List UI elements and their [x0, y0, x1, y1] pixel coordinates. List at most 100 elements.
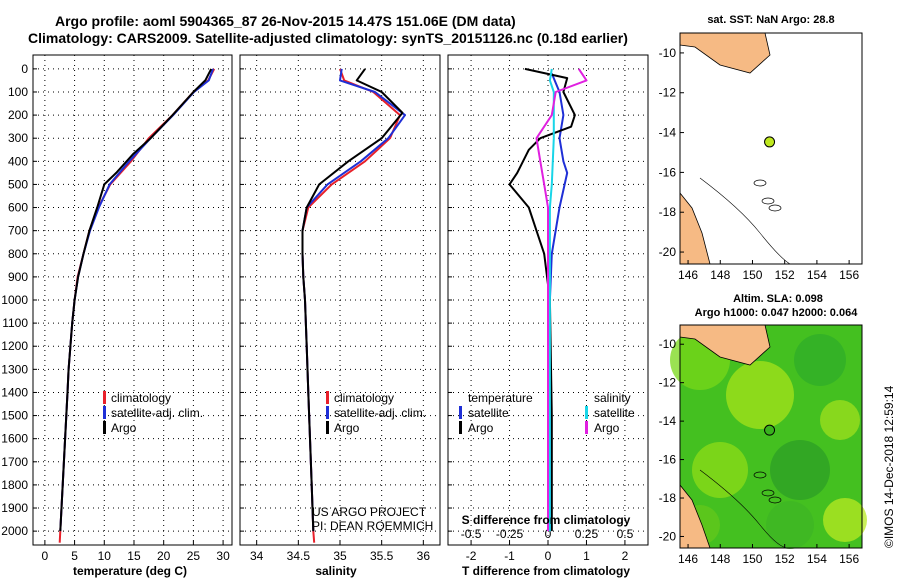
- bathymetry-contour: [699, 177, 791, 265]
- x-tick-label: 35: [333, 549, 347, 563]
- x-tick-label: 0: [545, 549, 552, 563]
- lat-tick-label: -18: [659, 205, 677, 219]
- legend-swatch-t-argo: [459, 421, 462, 434]
- depth-tick-label: 1000: [1, 293, 28, 307]
- lon-tick-label: 156: [839, 552, 859, 566]
- depth-tick-label: 100: [8, 85, 28, 99]
- legend-satellite: satellite-adj. clim.: [334, 406, 426, 420]
- title-line-1: Argo profile: aoml 5904365_87 26-Nov-201…: [55, 13, 516, 29]
- sst-map-title: sat. SST: NaN Argo: 28.8: [707, 14, 834, 26]
- float-position-marker: [764, 424, 776, 436]
- s-tick-label: 0.25: [575, 527, 599, 541]
- x-tick-label: 2: [622, 549, 629, 563]
- temperature-legend: climatology satellite-adj. clim. Argo: [103, 391, 203, 435]
- map-frame: [679, 324, 863, 549]
- depth-tick-label: 1900: [1, 501, 28, 515]
- lat-tick-label: -18: [659, 491, 677, 505]
- lon-tick-label: 150: [742, 268, 762, 282]
- salinity-legend: climatology satellite-adj. clim. Argo: [326, 391, 426, 435]
- legend-swatch-argo: [103, 421, 106, 434]
- legend-argo: Argo: [334, 421, 360, 435]
- legend-swatch-climatology: [103, 391, 106, 404]
- depth-tick-label: 1700: [1, 455, 28, 469]
- lon-tick-label: 150: [742, 552, 762, 566]
- depth-tick-label: 300: [8, 131, 28, 145]
- depth-tick-label: 1500: [1, 409, 28, 423]
- new-guinea-land: [679, 32, 771, 74]
- legend-swatch-s-satellite: [585, 406, 588, 419]
- imos-watermark: ©IMOS 14-Dec-2018 12:59:14: [882, 385, 896, 548]
- pi-annotation: PI: DEAN ROEMMICH: [312, 519, 433, 533]
- sla-map-title-2: Argo h1000: 0.047 h2000: 0.064: [695, 307, 859, 319]
- lat-tick-label: -16: [659, 453, 677, 467]
- difference-legend: temperature satellite Argo salinity sate…: [459, 391, 635, 435]
- sla-anomaly-blob: [726, 361, 794, 429]
- x-tick-label: 25: [187, 549, 201, 563]
- s-difference-axis-label: S difference from climatology: [462, 513, 631, 527]
- lat-tick-label: -10: [659, 46, 677, 60]
- lon-tick-label: 152: [775, 552, 795, 566]
- lon-tick-label: 152: [775, 268, 795, 282]
- lat-tick-label: -16: [659, 165, 677, 179]
- salinity-panel: 34 34.5 35 35.5 36: [239, 54, 441, 563]
- sla-map: 146 148 150 152 154 156 -10 -12 -14 -16 -18 -20: [659, 324, 867, 566]
- temperature-axis-label: temperature (deg C): [73, 564, 187, 578]
- lat-tick-label: -10: [659, 337, 677, 351]
- depth-tick-label: 600: [8, 201, 28, 215]
- sla-anomaly-blob: [692, 442, 748, 498]
- x-tick-label: 35.5: [370, 549, 394, 563]
- sla-map-title-1: Altim. SLA: 0.098: [733, 293, 823, 305]
- sla-anomaly-blob: [794, 334, 846, 386]
- lon-tick-label: 154: [807, 268, 827, 282]
- depth-axis: 0 100 200 300 400 500 600 700 800 900 1000 1100 1200…: [1, 62, 28, 538]
- series-argo: [59, 68, 213, 532]
- sla-anomaly-blob: [823, 498, 867, 542]
- x-tick-label: -2: [466, 549, 477, 563]
- t-difference-axis-label: T difference from climatology: [462, 564, 630, 578]
- legend-swatch-argo: [326, 421, 329, 434]
- depth-tick-label: 1800: [1, 478, 28, 492]
- legend-s-argo: Argo: [594, 421, 620, 435]
- lon-tick-label: 154: [807, 552, 827, 566]
- reef-outline: [768, 204, 782, 212]
- temperature-panel: 0 5 10 15 20 25 30: [32, 54, 233, 563]
- lon-tick-label: 146: [678, 552, 698, 566]
- depth-tick-label: 1400: [1, 385, 28, 399]
- depth-tick-label: 1600: [1, 432, 28, 446]
- reef-outline: [761, 489, 775, 497]
- difference-panel: -2 -1 0 1 2 -0.5 -0.25 0 0.25 0.5: [447, 54, 649, 563]
- legend-swatch-t-satellite: [459, 406, 462, 419]
- depth-tick-label: 400: [8, 154, 28, 168]
- legend-swatch-climatology: [326, 391, 329, 404]
- depth-tick-label: 1300: [1, 362, 28, 376]
- s-tick-label: -0.5: [461, 527, 482, 541]
- x-tick-label: 20: [157, 549, 171, 563]
- lon-tick-label: 146: [678, 268, 698, 282]
- s-tick-label: -0.25: [496, 527, 524, 541]
- legend-satellite: satellite-adj. clim.: [111, 406, 203, 420]
- title-line-2: Climatology: CARS2009. Satellite-adjuste…: [28, 30, 628, 46]
- x-tick-label: 36: [417, 549, 431, 563]
- x-tick-label: 34.5: [287, 549, 311, 563]
- legend-s-satellite: satellite: [594, 406, 635, 420]
- reef-outline: [768, 496, 782, 504]
- depth-tick-label: 1100: [2, 316, 28, 330]
- project-annotation: US ARGO PROJECT: [312, 505, 427, 519]
- legend-temperature-title: temperature: [468, 391, 533, 405]
- legend-t-satellite: satellite: [468, 406, 509, 420]
- reef-outline: [753, 179, 767, 187]
- lon-tick-label: 156: [839, 268, 859, 282]
- depth-tick-label: 900: [8, 270, 28, 284]
- map-ocean: [680, 33, 862, 264]
- map-frame: [679, 32, 863, 265]
- sla-anomaly-blob: [770, 440, 830, 500]
- x-tick-label: 1: [583, 549, 590, 563]
- legend-swatch-satellite: [103, 406, 106, 419]
- new-guinea-land: [679, 324, 771, 366]
- lat-tick-label: -20: [659, 529, 677, 543]
- legend-salinity-title: salinity: [594, 391, 631, 405]
- legend-argo: Argo: [111, 421, 137, 435]
- x-tick-label: 30: [216, 549, 230, 563]
- bathymetry-contour: [699, 469, 791, 549]
